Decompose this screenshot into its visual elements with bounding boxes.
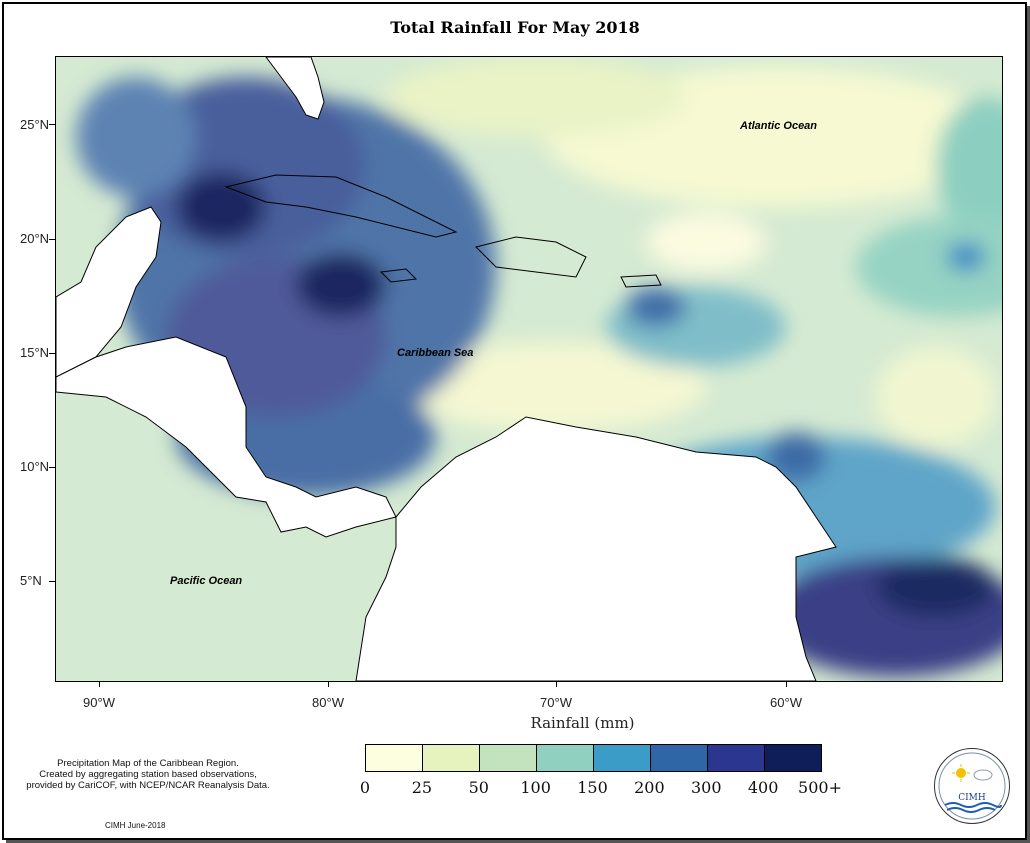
- legend-swatch: [366, 745, 423, 771]
- cimh-logo: CIMH: [934, 748, 1010, 824]
- y-tickmark: [49, 239, 55, 240]
- label-caribbean-sea: Caribbean Sea: [397, 347, 474, 359]
- y-tickmark: [49, 353, 55, 354]
- land-south-america: [355, 416, 837, 681]
- x-tick-label: 80°W: [312, 695, 344, 710]
- label-pacific-ocean: Pacific Ocean: [170, 575, 243, 587]
- y-tick-label: 25°N: [20, 117, 50, 132]
- rain-zone-se-dry: [876, 347, 996, 447]
- legend-swatch: [537, 745, 594, 771]
- legend-label: 25: [411, 778, 433, 797]
- rain-spot-atlantic: [946, 242, 986, 272]
- legend-swatch: [480, 745, 537, 771]
- legend-swatch: [423, 745, 480, 771]
- logo-text: CIMH: [958, 793, 986, 803]
- legend-label: 200: [634, 778, 665, 797]
- land-puerto-rico: [620, 274, 662, 288]
- rain-spot-trinidad: [766, 432, 826, 482]
- rain-spot-antilles: [626, 287, 686, 327]
- x-tick-label: 90°W: [83, 695, 115, 710]
- land-hispaniola: [475, 236, 587, 278]
- rain-core-cuba: [176, 172, 266, 242]
- legend-swatch: [651, 745, 708, 771]
- x-axis-label: Rainfall (mm): [530, 714, 635, 732]
- legend-label: 150: [577, 778, 608, 797]
- land-cuba: [224, 174, 458, 238]
- x-tick-label: 60°W: [770, 695, 802, 710]
- map-svg: [56, 57, 1002, 681]
- legend-label: 400: [747, 778, 779, 797]
- rain-zone-north-dry: [386, 57, 686, 137]
- credit-text: CIMH June-2018: [105, 821, 166, 830]
- rain-core-guianas: [876, 557, 996, 617]
- label-atlantic-ocean: Atlantic Ocean: [740, 120, 818, 132]
- x-tickmark: [556, 681, 557, 687]
- note-line: provided by CariCOF, with NCEP/NCAR Rean…: [26, 780, 270, 791]
- legend-label: 100: [520, 778, 551, 797]
- rainfall-legend: [365, 744, 822, 772]
- y-tick-label: 5°N: [20, 573, 42, 588]
- rain-zone-gulf: [76, 77, 196, 197]
- legend-label: 500+: [798, 778, 842, 797]
- y-tick-label: 15°N: [20, 345, 50, 360]
- map-title: Total Rainfall For May 2018: [390, 18, 640, 37]
- sun-icon: [956, 768, 966, 778]
- cloud-icon: [973, 769, 993, 781]
- legend-label: 0: [359, 778, 371, 797]
- land-group: [56, 57, 837, 681]
- x-tickmark: [786, 681, 787, 687]
- land-florida: [265, 57, 325, 120]
- y-tick-label: 20°N: [20, 231, 50, 246]
- rain-zone-east-dry: [646, 212, 766, 272]
- y-tick-label: 10°N: [20, 459, 50, 474]
- land-jamaica: [379, 268, 418, 283]
- legend-swatch: [594, 745, 651, 771]
- x-tickmark: [328, 681, 329, 687]
- rainfall-map: [55, 56, 1003, 682]
- legend-label: 50: [468, 778, 489, 797]
- legend-swatch: [765, 745, 821, 771]
- y-tickmark: [49, 124, 55, 125]
- y-tickmark: [49, 467, 55, 468]
- wave-icon: [944, 802, 1002, 808]
- rain-zone-caribbean-dry: [406, 342, 706, 432]
- y-tickmark: [49, 581, 55, 582]
- map-description: Precipitation Map of the Caribbean Regio…: [8, 758, 288, 791]
- rain-core-jamaica: [296, 253, 386, 317]
- legend-swatch: [708, 745, 765, 771]
- note-line: Created by aggregating station based obs…: [39, 769, 257, 780]
- legend-label: 300: [690, 778, 722, 797]
- rain-zone-east-edge: [936, 97, 1002, 237]
- note-line: Precipitation Map of the Caribbean Regio…: [57, 758, 239, 769]
- logo-graphic: [938, 752, 1006, 820]
- x-tick-label: 70°W: [540, 695, 572, 710]
- x-tickmark: [99, 681, 100, 687]
